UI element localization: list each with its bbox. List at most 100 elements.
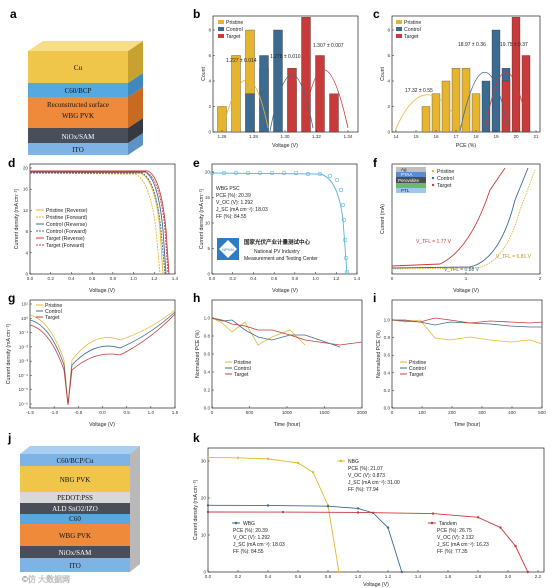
bar-pristine [431,93,441,133]
h-legend-target: Target [234,372,249,378]
g-ytick: 10⁻¹ [19,330,29,335]
h-xtick: 500 [246,410,254,415]
d-legend-3: Control (Forward) [46,229,87,235]
f-xtick: 2 [539,276,542,281]
k-point-wbg [386,526,390,529]
k-point-nbg [337,570,341,574]
npvm-logo: NPVM [217,238,239,260]
panel-label-h: h [193,291,200,305]
d-ytick: 0 [25,272,28,277]
layer-niox: NiOx/SAM [62,133,95,141]
d-ytick: 8 [25,229,28,234]
h-curve-control [211,317,341,348]
b-xlabel: Voltage (V) [272,143,298,149]
i-ytick: 1.0 [384,318,391,323]
d-ytick: 12 [23,208,29,213]
layer-cu: Cu [74,64,83,72]
h-legend-control: Control [234,366,251,372]
b-annot-pristine: 1.227 ± 0.014 [226,58,257,64]
e-cert-1: PCE (%): 20.39 [216,193,251,199]
e-marker [338,187,344,193]
b-xtick: 1.30 [281,134,290,139]
e-ytick: 5 [207,246,210,251]
e-marker [343,255,349,261]
f-annot-control: V_TFL = 0.88 V [444,267,480,273]
b-legend-target: Target [226,34,241,40]
d-legend-4: Target (Reverse) [46,236,85,242]
g-xtick: -1.5 [26,410,34,415]
d-ylabel: Current density (mA cm⁻²) [14,189,20,250]
k-curve-nbg [207,456,340,573]
k-nbg-2: J_SC (mA cm⁻²): 31.00 [348,480,400,486]
bar-target [521,55,531,133]
k-wbg-title: WBG [243,521,255,527]
e-ytick: 15 [205,195,211,200]
k-point-nbg [296,461,300,465]
h-ytick: 0.6 [204,352,211,357]
d-ytick: 20 [23,166,29,171]
b-legend-control: Control [226,27,243,33]
g-legend: Pristine Control Target [36,303,62,321]
k-point-wbg [266,504,270,507]
g-ytick: 10⁻⁴ [18,373,28,378]
k-ytick: 0 [203,570,206,575]
h-ylabel: Normalized PCE (%) [195,330,201,378]
g-xtick: 0.5 [123,410,130,415]
k-wbg-2: J_SC (mA cm⁻²): 18.03 [233,542,285,548]
c-xtick: 19 [493,134,499,139]
bar-target [501,80,511,133]
d-xtick: 0.8 [110,276,117,281]
k-nbg-1: V_OC (V): 0.873 [348,473,385,479]
g-legend-target: Target [45,315,60,321]
g-xtick: 0.0 [99,410,106,415]
f-ylabel: Current (mA) [380,204,386,234]
e-org-en2: Measurement and Testing Center [244,256,318,262]
i-xlabel: Time (hour) [454,422,481,428]
b-ytick: 4 [208,79,211,84]
bar-pristine [461,68,471,133]
f-legend-pristine: Pristine [437,169,454,175]
g-legend-control: Control [45,309,62,315]
g-xtick: 1.0 [148,410,155,415]
d-xlabel: Voltage (V) [89,288,115,294]
e-marker [269,170,275,176]
k-nbg-title: NBG [348,459,359,465]
e-marker [334,177,340,183]
layer-ito: ITO [72,146,84,154]
i-xtick: 0 [391,410,394,415]
e-ylabel: Current density (mA cm⁻²) [199,189,205,250]
g-legend-pristine: Pristine [45,303,62,309]
i-legend-target: Target [409,372,424,378]
g-xlabel: Voltage (V) [89,422,115,428]
chart-c: 17.32 ± 0.55 18.97 ± 0.36 19.75 ± 0.37 P… [380,15,541,149]
panel-label-c: c [373,7,380,21]
k-label-tandem: Tandem PCE (%): 26.75 V_OC (V): 2.132 J_… [428,521,489,555]
watermark: ©仿 大数据网 [22,574,70,584]
b-xtick: 1.26 [218,134,227,139]
e-ytick: 0 [207,272,210,277]
e-marker [221,170,227,176]
b-fit-target [301,69,349,132]
j-layer-7: ITO [69,562,81,570]
k-xtick: 1.8 [475,574,482,579]
d-xtick: 1.0 [130,276,137,281]
f-xtick: 1 [465,276,468,281]
panel-label-e: e [193,156,200,170]
c-legend-pristine: Pristine [404,20,421,26]
c-fit-control [459,71,509,132]
h-curve-target [211,317,363,346]
panel-label-k: k [193,431,200,445]
e-marker [257,170,263,176]
g-curve-control [29,311,176,406]
d-ytick: 16 [23,187,29,192]
k-tandem-title: Tandem [439,521,457,527]
layer-wbg-pvk: WBG PVK [62,112,94,120]
e-marker [305,171,311,177]
c-xtick: 16 [433,134,439,139]
g-ylabel: Current density (mA cm⁻²) [6,324,12,385]
k-point-tandem [281,510,285,514]
device-stack-a: Cu C60/BCP Reconstructed surface WBG PVK… [28,41,143,155]
c-legend-control: Control [404,27,421,33]
e-marker [341,217,347,223]
e-xtick: 0.2 [230,276,237,281]
